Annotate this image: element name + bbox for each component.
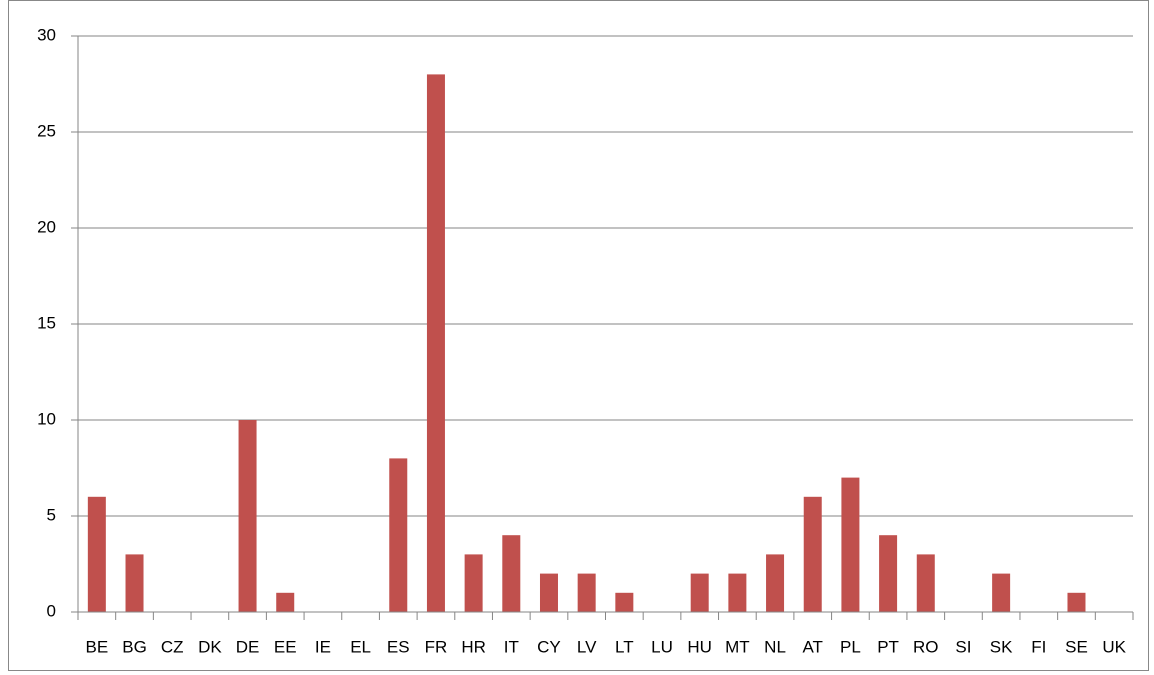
x-tick-label: SI [955,637,971,656]
y-tick-label: 20 [37,217,56,236]
bar [879,535,898,612]
x-tick-label: BE [85,637,108,656]
bar [803,496,822,612]
x-tick-label: RO [913,637,939,656]
bar [464,554,483,612]
y-tick-label: 30 [37,25,56,44]
x-tick-label: NL [764,637,786,656]
y-tick-label: 0 [47,601,56,620]
x-tick-label: EL [350,637,371,656]
bar [615,592,634,612]
x-tick-label: DE [236,637,260,656]
x-tick-label: CZ [161,637,184,656]
bar [728,573,747,612]
x-tick-label: HR [461,637,486,656]
x-tick-label: ES [387,637,410,656]
bar [389,458,408,612]
bar [238,420,257,612]
chart-frame [8,0,1149,671]
bar [87,496,106,612]
x-tick-label: AT [802,637,822,656]
x-tick-label: MT [725,637,750,656]
x-tick-label: PT [877,637,899,656]
y-tick-label: 10 [37,409,56,428]
y-tick-label: 5 [47,505,56,524]
bar [841,477,860,612]
x-tick-label: UK [1102,637,1126,656]
x-tick-label: IE [315,637,331,656]
y-tick-label: 25 [37,121,56,140]
bar [276,592,295,612]
bar [766,554,785,612]
bar [992,573,1011,612]
bar [125,554,144,612]
y-tick-label: 15 [37,313,56,332]
bar [577,573,596,612]
x-tick-label: CY [537,637,561,656]
x-tick-label: FR [425,637,448,656]
x-tick-label: SE [1065,637,1088,656]
x-tick-label: EE [274,637,297,656]
bar [502,535,521,612]
bar [916,554,935,612]
x-tick-label: LU [651,637,673,656]
x-tick-label: FI [1031,637,1046,656]
x-tick-label: PL [840,637,861,656]
x-tick-label: SK [990,637,1013,656]
bar [690,573,709,612]
bar [426,74,445,612]
x-tick-label: LT [615,637,634,656]
x-tick-label: HU [687,637,712,656]
x-tick-label: BG [122,637,147,656]
x-tick-label: LV [577,637,597,656]
bar [1067,592,1086,612]
x-tick-label: DK [198,637,222,656]
x-tick-label: IT [504,637,519,656]
bar [539,573,558,612]
